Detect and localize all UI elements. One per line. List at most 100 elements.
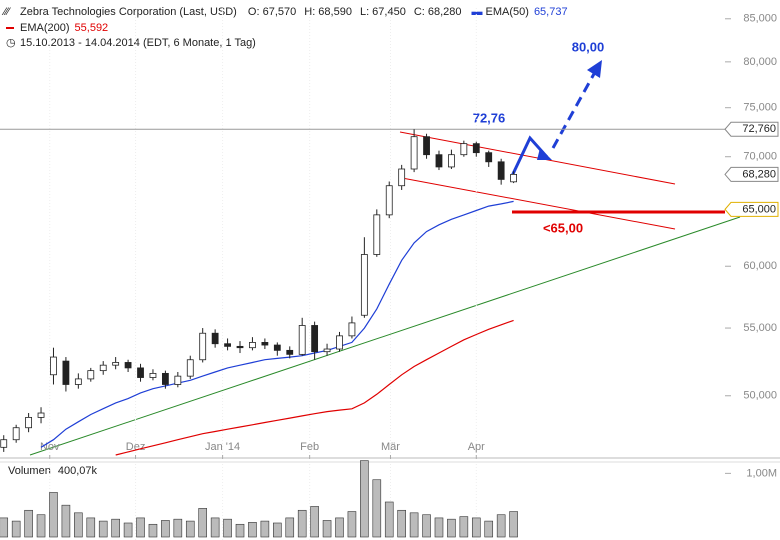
volume-bar [322, 520, 332, 538]
trend-line [29, 216, 741, 456]
ohlc-value: C: 68,280 [414, 6, 462, 18]
volume-bar [198, 508, 208, 538]
volume-name: Volumen [8, 465, 51, 477]
volume-bar [372, 479, 382, 538]
candle-body [224, 343, 231, 347]
candle-body [311, 325, 319, 353]
candle-body [161, 372, 169, 385]
legend-value: 65,737 [534, 6, 568, 18]
ohlc-value: O: 67,570 [248, 6, 296, 18]
candle-body [497, 161, 505, 180]
candle-body [298, 325, 306, 355]
y-tick-label: 75,000 [743, 102, 777, 114]
volume-value: 400,07k [58, 465, 98, 477]
clock-icon: ◷ [6, 37, 16, 49]
candle-body [99, 364, 107, 372]
candle-body [50, 356, 57, 376]
volume-bar [49, 492, 58, 538]
y-tick-label: 70,000 [743, 151, 777, 163]
volume-bar [434, 517, 444, 538]
candle-body [348, 322, 356, 337]
candle-body [485, 152, 493, 163]
channel-lower [401, 177, 676, 230]
candle-body [460, 143, 468, 156]
candle-body [149, 372, 157, 378]
x-tick-label: Jan '14 [205, 441, 240, 453]
volume-bar [260, 520, 270, 538]
ohlc-value: H: 68,590 [304, 6, 352, 18]
volume-bar [509, 511, 518, 538]
arrow-head [537, 148, 552, 160]
legend-ema200: EMA(200) 55,592 [20, 22, 108, 34]
legend-name: EMA(200) [20, 22, 70, 34]
candle-body [286, 349, 294, 355]
candle-body [124, 362, 132, 369]
volume-bar [285, 517, 295, 538]
volume-bar [248, 522, 257, 538]
volume-bar [409, 512, 419, 538]
annotation: 72,76 [473, 110, 506, 125]
price-marker [724, 201, 779, 217]
y-tick-label: 50,000 [743, 390, 777, 402]
candle-body [472, 143, 480, 154]
y-tick-label: 55,000 [743, 322, 777, 334]
volume-bar [210, 517, 220, 538]
volume-bar [447, 518, 456, 538]
volume-bar [98, 520, 108, 538]
y-tick-label: 85,000 [743, 13, 777, 25]
ema-line [115, 319, 514, 456]
volume-bar [235, 523, 245, 538]
candle-body [174, 375, 182, 385]
candle-body [87, 370, 95, 380]
ohlc-value: L: 67,450 [360, 6, 406, 18]
candle-body [261, 342, 269, 346]
x-tick-label: Feb [300, 441, 319, 453]
candle-body [435, 154, 443, 168]
ema-line [40, 200, 514, 448]
candle-body [336, 335, 343, 350]
volume-bar [347, 511, 357, 538]
volume-bar [136, 517, 145, 538]
chart-icon: ⁄⁄⁄ [1, 6, 12, 18]
price-marker [724, 121, 779, 137]
annotation: <65,00 [543, 220, 583, 235]
price-marker-label: 72,760 [742, 123, 776, 135]
volume-bar [496, 514, 506, 538]
candle-body [112, 362, 120, 366]
x-tick-label: Nov [40, 441, 60, 453]
volume-bar [161, 520, 170, 538]
candle-body [360, 254, 368, 316]
volume-bar [36, 514, 46, 538]
price-marker [724, 166, 779, 182]
title: Zebra Technologies Corporation (Last, US… [20, 6, 237, 18]
candle-body [448, 154, 455, 168]
volume-bar [484, 520, 494, 538]
candle-body [0, 439, 8, 448]
price-marker-label: 68,280 [742, 168, 776, 180]
volume-label: Volumen 400,07k [8, 465, 98, 477]
volume-bar [471, 517, 481, 538]
volume-bar [397, 509, 406, 538]
header-title: Zebra Technologies Corporation (Last, US… [20, 6, 568, 18]
volume-bar [86, 517, 96, 538]
candle-body [323, 348, 331, 353]
candle-body [373, 214, 381, 255]
candle-body [12, 427, 20, 441]
candle-body [410, 136, 418, 170]
volume-bar [360, 460, 369, 538]
volume-bar [111, 518, 120, 538]
volume-bar [422, 514, 431, 538]
y-tick-label: 60,000 [743, 260, 777, 272]
candle-body [273, 344, 281, 351]
x-tick-label: Apr [468, 441, 485, 453]
legend-swatch: ▬ [472, 6, 483, 18]
volume-bar [459, 516, 469, 538]
x-tick-label: Dez [126, 441, 146, 453]
volume-bar [223, 518, 232, 538]
volume-bar [384, 501, 394, 538]
volume-bar [273, 522, 282, 538]
period: 15.10.2013 - 14.04.2014 (EDT, 6 Monate, … [20, 37, 256, 49]
candle-body [186, 359, 194, 377]
volume-bar [123, 522, 133, 538]
